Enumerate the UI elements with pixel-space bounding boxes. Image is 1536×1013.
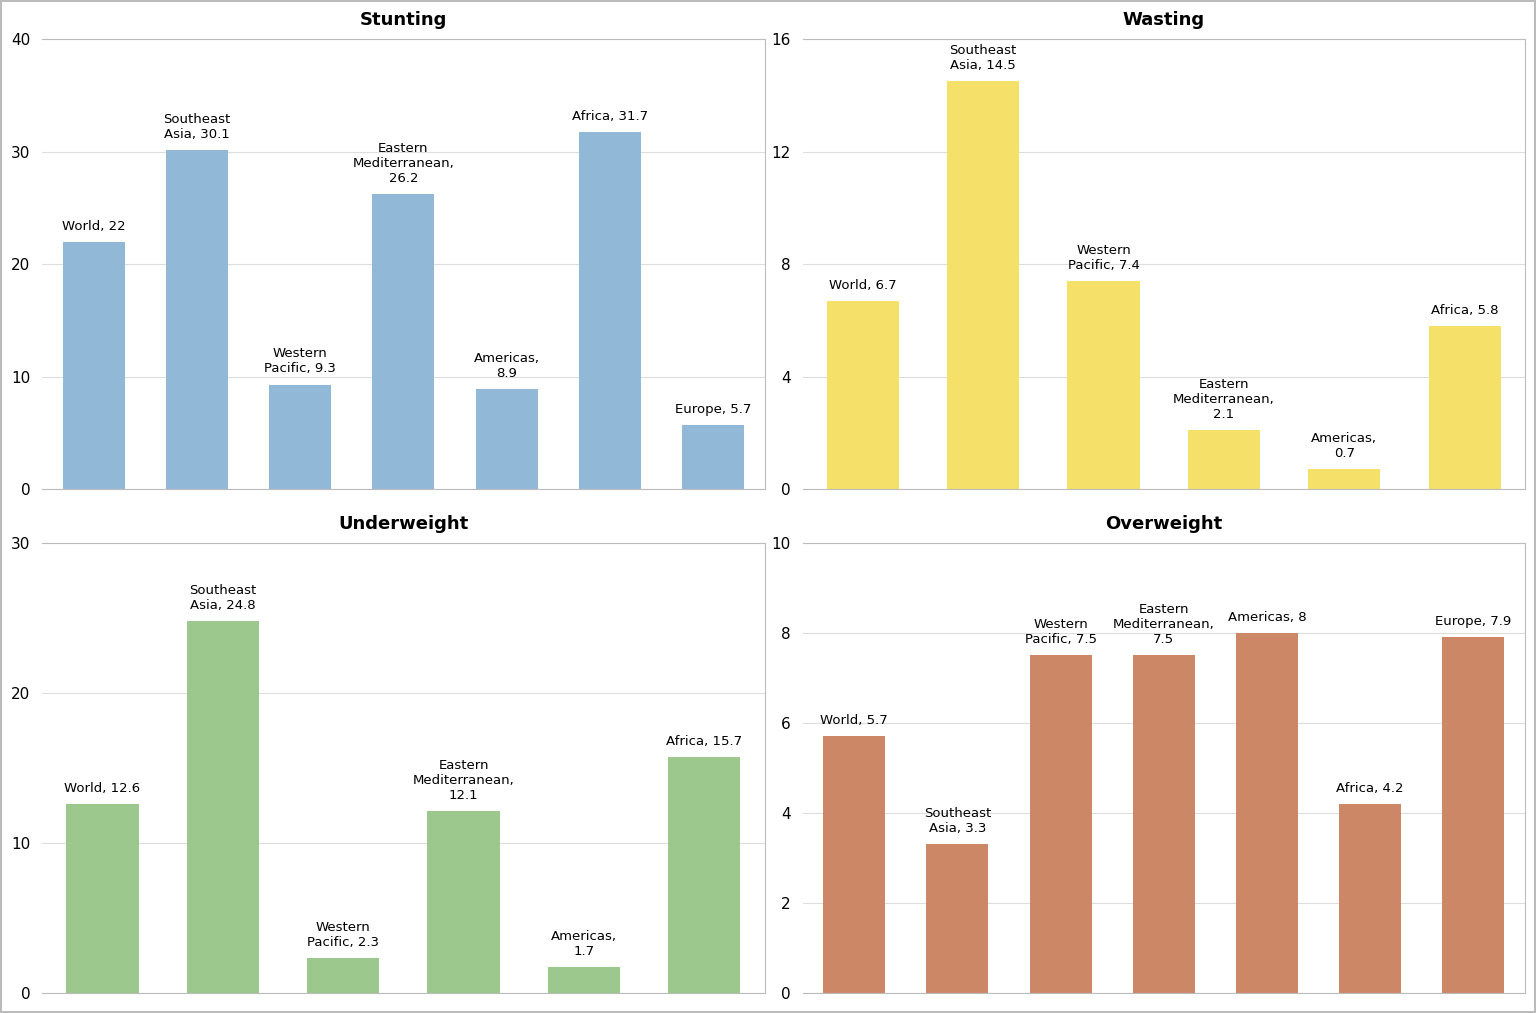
Bar <box>548 967 621 993</box>
Text: Africa, 4.2: Africa, 4.2 <box>1336 782 1404 795</box>
Bar <box>476 389 538 489</box>
Text: Eastern
Mediterranean,
7.5: Eastern Mediterranean, 7.5 <box>1114 604 1215 646</box>
Bar <box>1339 804 1401 993</box>
Text: World, 5.7: World, 5.7 <box>820 714 888 727</box>
Text: Western
Pacific, 7.5: Western Pacific, 7.5 <box>1025 618 1097 646</box>
Bar <box>1134 655 1195 993</box>
Text: Americas, 8: Americas, 8 <box>1227 611 1306 624</box>
Text: Southeast
Asia, 30.1: Southeast Asia, 30.1 <box>163 113 230 142</box>
Text: Africa, 31.7: Africa, 31.7 <box>571 110 648 124</box>
Bar <box>1309 469 1381 489</box>
Title: Overweight: Overweight <box>1104 515 1223 533</box>
Bar <box>682 425 743 489</box>
Bar <box>187 621 260 993</box>
Text: Eastern
Mediterranean,
26.2: Eastern Mediterranean, 26.2 <box>353 142 455 185</box>
Bar <box>166 150 227 489</box>
Bar <box>1428 326 1501 489</box>
Title: Wasting: Wasting <box>1123 11 1204 29</box>
Text: Americas,
1.7: Americas, 1.7 <box>551 930 617 958</box>
Bar <box>579 133 641 489</box>
Text: World, 12.6: World, 12.6 <box>65 782 140 795</box>
Bar <box>948 81 1020 489</box>
Bar <box>826 301 899 489</box>
Bar <box>66 804 138 993</box>
Text: Americas,
0.7: Americas, 0.7 <box>1312 433 1378 461</box>
Text: World, 6.7: World, 6.7 <box>829 279 897 292</box>
Bar <box>1187 431 1260 489</box>
Text: Eastern
Mediterranean,
2.1: Eastern Mediterranean, 2.1 <box>1174 378 1275 421</box>
Title: Underweight: Underweight <box>338 515 468 533</box>
Bar <box>372 194 435 489</box>
Bar <box>307 958 379 993</box>
Text: Americas,
8.9: Americas, 8.9 <box>473 352 539 380</box>
Text: Western
Pacific, 7.4: Western Pacific, 7.4 <box>1068 244 1140 271</box>
Title: Stunting: Stunting <box>359 11 447 29</box>
Text: Africa, 5.8: Africa, 5.8 <box>1432 304 1499 317</box>
Bar <box>1068 281 1140 489</box>
Bar <box>668 758 740 993</box>
Bar <box>1029 655 1092 993</box>
Text: World, 22: World, 22 <box>61 220 126 233</box>
Text: Southeast
Asia, 3.3: Southeast Asia, 3.3 <box>923 807 991 836</box>
Bar <box>1442 637 1504 993</box>
Text: Western
Pacific, 2.3: Western Pacific, 2.3 <box>307 922 379 949</box>
Bar <box>63 241 124 489</box>
Bar <box>1236 633 1298 993</box>
Bar <box>269 385 332 489</box>
Text: Western
Pacific, 9.3: Western Pacific, 9.3 <box>264 347 336 376</box>
Bar <box>926 844 988 993</box>
Bar <box>823 736 885 993</box>
Text: Europe, 7.9: Europe, 7.9 <box>1435 615 1511 628</box>
Text: Eastern
Mediterranean,
12.1: Eastern Mediterranean, 12.1 <box>413 760 515 802</box>
Text: Africa, 15.7: Africa, 15.7 <box>667 735 742 749</box>
Text: Southeast
Asia, 24.8: Southeast Asia, 24.8 <box>189 583 257 612</box>
Bar <box>427 811 499 993</box>
Text: Southeast
Asia, 14.5: Southeast Asia, 14.5 <box>949 45 1017 72</box>
Text: Europe, 5.7: Europe, 5.7 <box>674 403 751 416</box>
